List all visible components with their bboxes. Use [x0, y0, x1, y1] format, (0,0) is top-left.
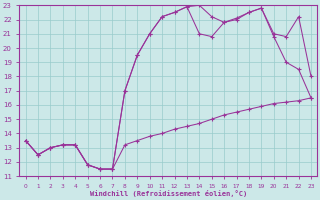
X-axis label: Windchill (Refroidissement éolien,°C): Windchill (Refroidissement éolien,°C) — [90, 190, 247, 197]
